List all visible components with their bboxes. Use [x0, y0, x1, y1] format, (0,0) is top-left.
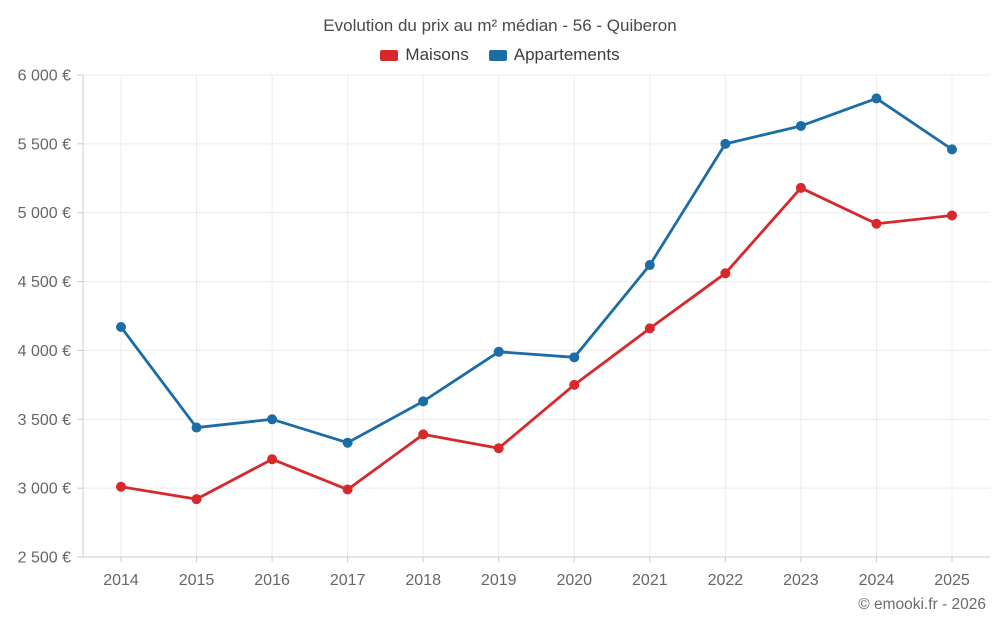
data-point-appartements-2020[interactable]: [569, 352, 580, 363]
data-point-maisons-2017[interactable]: [342, 484, 353, 495]
data-point-maisons-2023[interactable]: [795, 182, 806, 193]
x-tick-label: 2018: [405, 572, 441, 589]
data-point-maisons-2022[interactable]: [720, 268, 731, 279]
x-tick-label: 2024: [859, 572, 895, 589]
data-point-maisons-2025[interactable]: [947, 210, 957, 221]
data-point-appartements-2025[interactable]: [947, 144, 957, 155]
legend-label-maisons: Maisons: [405, 45, 469, 64]
data-point-maisons-2016[interactable]: [267, 454, 278, 465]
x-tick-label: 2020: [556, 572, 592, 589]
y-tick-label: 6 000 €: [18, 68, 71, 85]
chart-title: Evolution du prix au m² médian - 56 - Qu…: [323, 16, 677, 35]
data-point-appartements-2022[interactable]: [720, 138, 731, 149]
data-point-maisons-2015[interactable]: [191, 494, 202, 505]
data-point-appartements-2019[interactable]: [493, 346, 504, 357]
x-tick-label: 2023: [783, 572, 819, 589]
appartements-swatch-icon: [488, 49, 507, 61]
x-tick-label: 2016: [254, 572, 290, 589]
data-point-appartements-2016[interactable]: [267, 414, 278, 425]
data-point-appartements-2021[interactable]: [644, 260, 655, 271]
legend-item-maisons[interactable]: Maisons: [380, 45, 469, 65]
maisons-swatch-icon: [380, 49, 399, 61]
data-point-maisons-2019[interactable]: [493, 443, 504, 454]
x-tick-label: 2017: [330, 572, 366, 589]
data-point-maisons-2014[interactable]: [116, 481, 126, 492]
data-point-appartements-2015[interactable]: [191, 422, 202, 433]
data-point-appartements-2024[interactable]: [871, 93, 882, 104]
data-point-maisons-2024[interactable]: [871, 218, 882, 229]
data-point-appartements-2023[interactable]: [795, 120, 806, 131]
y-tick-label: 5 000 €: [18, 205, 71, 222]
data-point-maisons-2021[interactable]: [644, 323, 655, 334]
data-point-appartements-2017[interactable]: [342, 437, 353, 448]
copyright-credit: © emooki.fr - 2026: [858, 596, 986, 613]
chart-legend: Maisons Appartements: [0, 45, 1000, 65]
y-tick-label: 3 000 €: [18, 481, 71, 498]
x-tick-label: 2015: [179, 572, 215, 589]
y-tick-label: 3 500 €: [18, 412, 71, 429]
y-tick-label: 4 000 €: [18, 343, 71, 360]
series-line-appartements: [119, 97, 954, 445]
x-tick-label: 2014: [103, 572, 139, 589]
y-tick-label: 2 500 €: [18, 550, 71, 567]
y-tick-label: 4 500 €: [18, 274, 71, 291]
data-point-appartements-2014[interactable]: [116, 322, 126, 333]
x-tick-label: 2022: [708, 572, 744, 589]
legend-label-appartements: Appartements: [513, 45, 620, 64]
y-tick-label: 5 500 €: [18, 136, 71, 153]
data-point-appartements-2018[interactable]: [418, 396, 429, 407]
legend-item-appartements[interactable]: Appartements: [488, 45, 620, 65]
x-tick-label: 2021: [632, 572, 668, 589]
x-tick-label: 2025: [934, 572, 970, 589]
data-point-maisons-2018[interactable]: [418, 429, 429, 440]
data-point-maisons-2020[interactable]: [569, 379, 580, 390]
series-line-maisons: [119, 186, 954, 501]
x-tick-label: 2019: [481, 572, 517, 589]
